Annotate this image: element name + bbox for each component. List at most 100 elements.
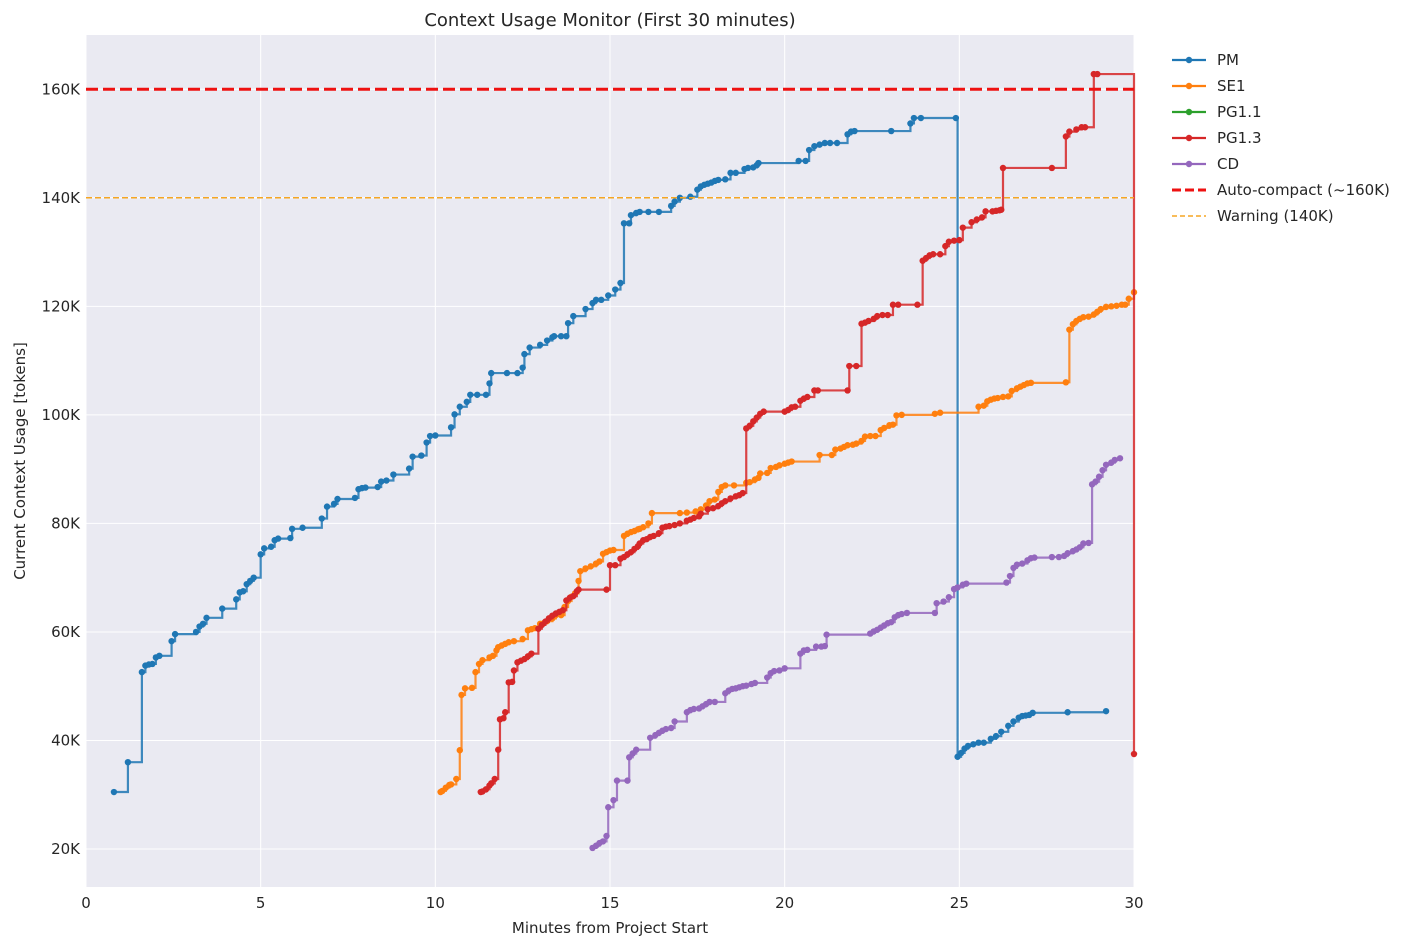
data-point [744,164,752,172]
data-point [1062,133,1070,140]
x-axis-ticks: 0 5 10 15 20 25 30 [81,894,1143,912]
data-point [219,605,226,612]
data-point [1113,302,1120,309]
data-point [846,362,853,370]
legend-swatch-marker [1185,160,1193,168]
data-point [486,380,493,387]
data-point [645,208,652,216]
legend-item: PG1.1 [1172,103,1262,121]
data-point [423,439,430,446]
data-point [844,387,851,394]
legend-item: PM [1172,51,1239,69]
data-point [1116,455,1124,462]
data-point [482,391,490,398]
data-point [690,705,698,713]
data-point [687,193,694,200]
data-point [821,139,829,147]
data-point [1097,305,1105,313]
data-point [299,524,306,531]
data-point [409,453,416,460]
data-point [563,332,570,340]
data-point [666,522,673,530]
data-point [447,424,455,431]
data-point [550,332,558,340]
data-point [676,520,684,527]
data-point [814,387,822,394]
data-point [1122,301,1129,308]
data-point [711,496,718,503]
data-point [526,344,533,351]
data-point [706,497,713,505]
data-point [690,514,698,522]
data-point [636,208,643,216]
data-point [257,551,264,558]
data-point [676,194,684,202]
data-point [999,393,1007,401]
x-tick-label: 25 [950,894,969,912]
data-point [1048,553,1056,561]
data-point [697,510,705,517]
legend-label: Warning (140K) [1217,207,1334,225]
data-point [627,211,635,219]
data-point [633,746,640,753]
data-point [764,469,771,477]
data-point [872,432,879,440]
data-point [929,251,937,258]
data-point [823,631,830,638]
data-point [330,500,338,508]
data-point [895,301,902,308]
data-point [1031,554,1038,561]
data-point [1062,379,1070,386]
data-point [575,577,582,585]
data-point [582,565,589,572]
data-point [495,746,502,753]
data-point [489,652,497,660]
data-point [645,520,652,527]
data-point [1111,456,1118,464]
data-point [963,580,970,587]
x-tick-label: 20 [775,894,794,912]
data-point [405,465,413,472]
data-point [267,543,275,550]
data-point [233,596,240,603]
data-point [543,337,551,344]
data-point [739,489,746,497]
data-point [575,586,582,593]
data-point [968,219,975,226]
data-point [811,143,818,150]
data-point [1080,313,1087,321]
data-point [488,780,495,787]
data-point [952,114,960,122]
data-point [456,747,463,754]
data-point [746,478,753,486]
data-point [982,208,989,215]
data-point [776,667,783,674]
data-point [676,509,684,517]
data-point [521,350,528,358]
data-point [468,684,476,692]
data-point [776,462,783,469]
data-point [980,402,987,409]
data-point [816,141,823,148]
x-tick-label: 0 [81,894,91,912]
data-point [804,393,811,401]
data-point [564,319,572,327]
data-point [743,682,750,689]
x-tick-label: 15 [600,894,619,912]
data-point [461,685,469,692]
data-point [1027,379,1035,387]
data-point [851,127,858,135]
legend-swatch-marker [1185,134,1193,142]
data-point [861,433,869,440]
data-point [667,202,675,210]
data-point [931,609,939,617]
data-point [605,804,612,811]
data-point [1003,579,1010,586]
data-point [954,584,961,591]
data-point [722,176,729,183]
data-point [987,735,994,743]
data-point [610,546,617,554]
legend-item: Auto-compact (~160K) [1172,181,1390,199]
data-point [199,620,207,628]
data-point [592,296,600,304]
